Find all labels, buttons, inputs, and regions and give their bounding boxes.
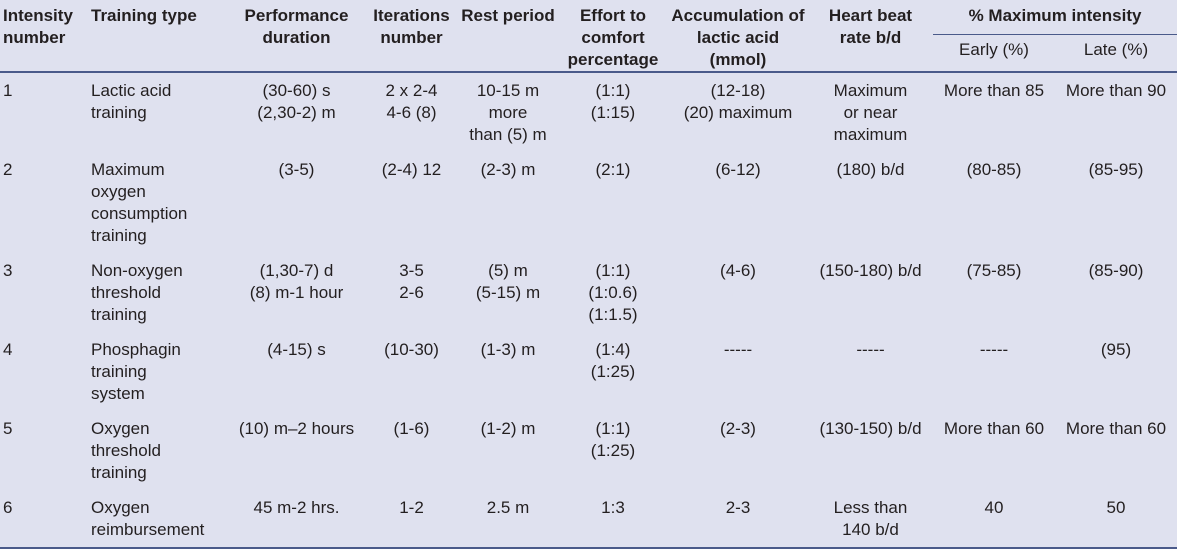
cell-lactic-acid: (12-18) (20) maximum xyxy=(683,81,793,122)
header-lactic-acid: Accumulation of lactic acid (mmol) xyxy=(671,6,805,69)
table-row: 1 Lactic acid training (30-60) s (2,30-2… xyxy=(0,72,1177,152)
cell-training-type: Maximum oxygen consumption training xyxy=(91,160,188,245)
cell-early: More than 85 xyxy=(943,81,1045,100)
cell-intensity-number: 6 xyxy=(0,490,88,549)
cell-rest-period: (2-3) m xyxy=(480,160,536,179)
cell-heart-rate: (180) b/d xyxy=(836,160,905,179)
cell-performance-duration: (1,30-7) d (8) m-1 hour xyxy=(249,261,344,302)
cell-effort-to-comfort: (1:1) (1:15) xyxy=(590,81,636,122)
cell-effort-to-comfort: (1:4) (1:25) xyxy=(590,340,636,381)
cell-intensity-number: 1 xyxy=(3,81,13,100)
cell-lactic-acid: (6-12) xyxy=(715,160,761,179)
header-late: Late (%) xyxy=(1083,40,1149,60)
cell-rest-period: (1-2) m xyxy=(480,419,536,438)
cell-effort-to-comfort: 1:3 xyxy=(558,490,668,549)
cell-rest-period: (5) m (5-15) m xyxy=(475,261,541,302)
cell-late: More than 60 xyxy=(1065,419,1167,438)
cell-intensity-number: 2 xyxy=(3,160,13,179)
cell-late: (85-90) xyxy=(1088,261,1144,280)
cell-early: ----- xyxy=(979,340,1009,359)
cell-performance-duration: (10) m–2 hours xyxy=(238,419,355,438)
header-iterations-number: Iterations number xyxy=(373,6,450,47)
cell-lactic-acid: ----- xyxy=(723,340,753,359)
table-row: 3 Non-oxygen threshold training (1,30-7)… xyxy=(0,253,1177,332)
cell-effort-to-comfort: (1:1) (1:25) xyxy=(590,419,636,460)
table-row: 4 Phosphagin training system (4-15) s (1… xyxy=(0,332,1177,411)
table-row: 2 Maximum oxygen consumption training (3… xyxy=(0,152,1177,253)
table-header: Intensity number Training type Performan… xyxy=(0,0,1177,72)
header-rest-period: Rest period xyxy=(461,6,555,25)
cell-iterations-number: 2 x 2-4 4-6 (8) xyxy=(385,81,438,122)
cell-effort-to-comfort: (2:1) xyxy=(595,160,631,179)
cell-late: More than 90 xyxy=(1065,81,1167,100)
table-row: 5 Oxygen threshold training (10) m–2 hou… xyxy=(0,411,1177,490)
cell-lactic-acid: (2-3) xyxy=(720,419,756,438)
cell-intensity-number: 5 xyxy=(3,419,13,438)
cell-heart-rate: (150-180) b/d xyxy=(819,261,922,280)
cell-training-type: Non-oxygen threshold training xyxy=(91,261,183,324)
cell-performance-duration: (3-5) xyxy=(278,160,315,179)
cell-performance-duration: (30-60) s (2,30-2) m xyxy=(257,81,336,122)
cell-iterations-number: (1-6) xyxy=(393,419,430,438)
cell-training-type: Oxygen reimbursement xyxy=(88,490,228,549)
cell-effort-to-comfort: (1:1) (1:0.6) (1:1.5) xyxy=(588,261,638,324)
cell-iterations-number: 3-5 2-6 xyxy=(399,261,424,302)
cell-iterations-number: (10-30) xyxy=(384,340,439,359)
cell-heart-rate: (130-150) b/d xyxy=(819,419,922,438)
cell-iterations-number: 1-2 xyxy=(365,490,458,549)
cell-early: (80-85) xyxy=(966,160,1022,179)
cell-performance-duration: 45 m-2 hrs. xyxy=(228,490,365,549)
header-max-intensity: % Maximum intensity xyxy=(933,0,1177,36)
header-effort-to-comfort: Effort to comfort percentage xyxy=(567,6,659,69)
table-row: 6 Oxygen reimbursement 45 m-2 hrs. 1-2 2… xyxy=(0,490,1177,549)
header-heart-rate: Heart beat rate b/d xyxy=(828,6,913,47)
table-body: 1 Lactic acid training (30-60) s (2,30-2… xyxy=(0,72,1177,549)
cell-early: (75-85) xyxy=(966,261,1022,280)
cell-intensity-number: 3 xyxy=(3,261,13,280)
header-intensity-number: Intensity number xyxy=(3,6,73,47)
header-training-type: Training type xyxy=(91,6,197,25)
cell-performance-duration: (4-15) s xyxy=(267,340,326,359)
cell-early: More than 60 xyxy=(943,419,1045,438)
cell-heart-rate: ----- xyxy=(856,340,885,359)
cell-rest-period: 10-15 m more than (5) m xyxy=(469,81,547,144)
cell-early: 40 xyxy=(933,490,1055,549)
cell-training-type: Oxygen threshold training xyxy=(91,419,161,482)
cell-late: 50 xyxy=(1055,490,1177,549)
cell-late: (95) xyxy=(1100,340,1132,359)
cell-lactic-acid: (4-6) xyxy=(720,261,756,280)
cell-intensity-number: 4 xyxy=(3,340,13,359)
cell-heart-rate: Maximum or near maximum xyxy=(833,81,908,144)
header-performance-duration: Performance duration xyxy=(244,6,349,47)
cell-training-type: Phosphagin training system xyxy=(91,340,181,403)
cell-rest-period: 2.5 m xyxy=(458,490,558,549)
cell-iterations-number: (2-4) 12 xyxy=(381,160,442,179)
cell-training-type: Lactic acid training xyxy=(91,81,172,122)
cell-heart-rate: Less than 140 b/d xyxy=(808,490,933,549)
cell-lactic-acid: 2-3 xyxy=(668,490,808,549)
header-early: Early (%) xyxy=(959,40,1029,60)
cell-late: (85-95) xyxy=(1088,160,1144,179)
cell-rest-period: (1-3) m xyxy=(480,340,536,359)
